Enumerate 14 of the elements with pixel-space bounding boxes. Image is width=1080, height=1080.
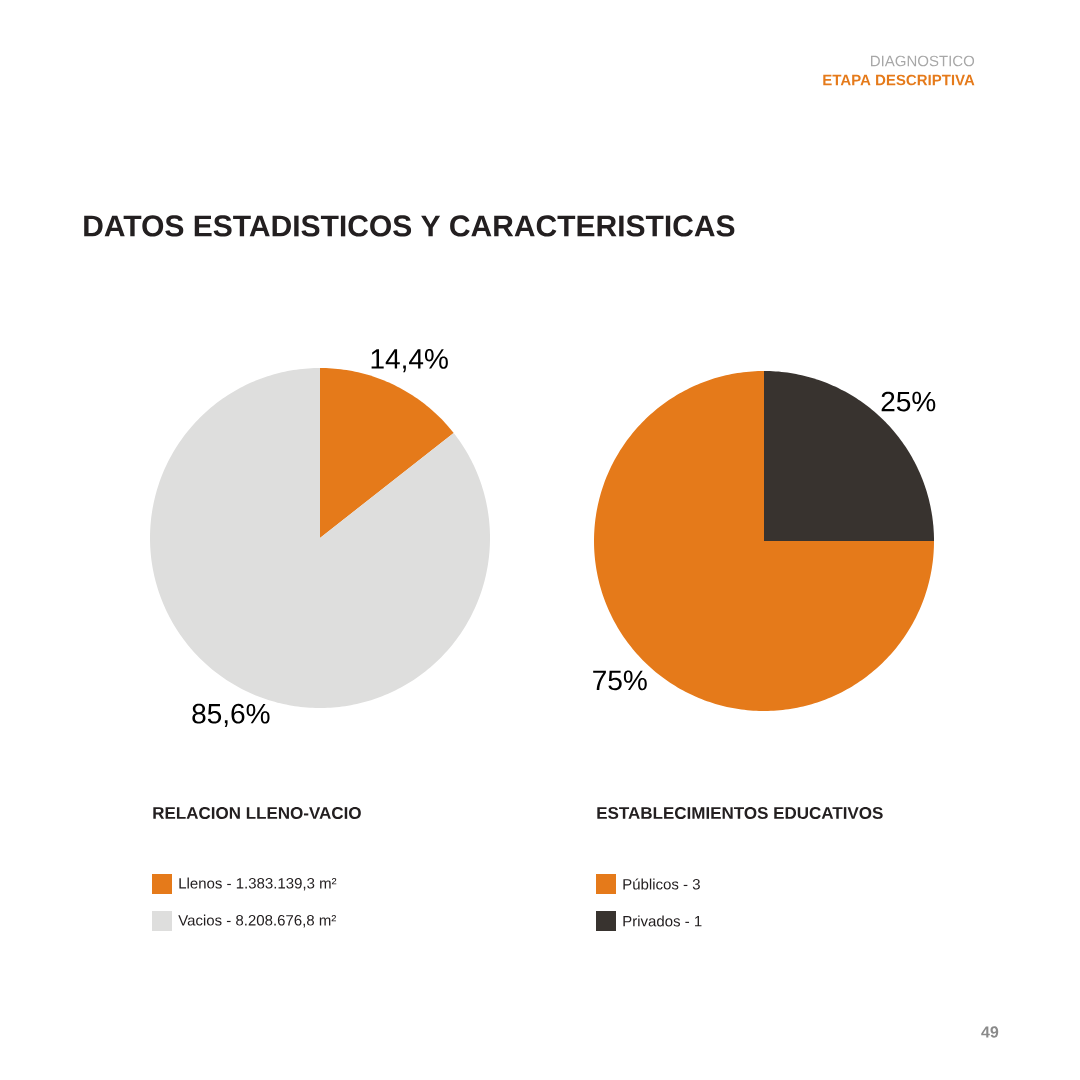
legend-label: Llenos - 1.383.139,3 m²: [179, 877, 337, 891]
text: DATOS ESTADISTICOS Y CARACTERISTICAS: [84, 215, 735, 237]
legend-label: Privados - 1: [623, 915, 702, 927]
text: ETAPA DESCRIPTIVA: [823, 74, 975, 86]
text: ESTABLECIMIENTOS EDUCATIVOS: [597, 806, 883, 820]
text: 49: [981, 1026, 999, 1038]
legend-label: Públicos - 3: [623, 878, 700, 890]
data-label: 14,4%: [371, 349, 448, 373]
data-label: 75%: [593, 670, 647, 691]
text: RELACION LLENO-VACIO: [153, 806, 361, 820]
data-label: 85,6%: [192, 703, 270, 727]
text: DIAGNOSTICO: [871, 55, 975, 67]
data-label: 25%: [881, 391, 936, 412]
legend-label: Vacios - 8.208.676,8 m²: [178, 914, 337, 928]
